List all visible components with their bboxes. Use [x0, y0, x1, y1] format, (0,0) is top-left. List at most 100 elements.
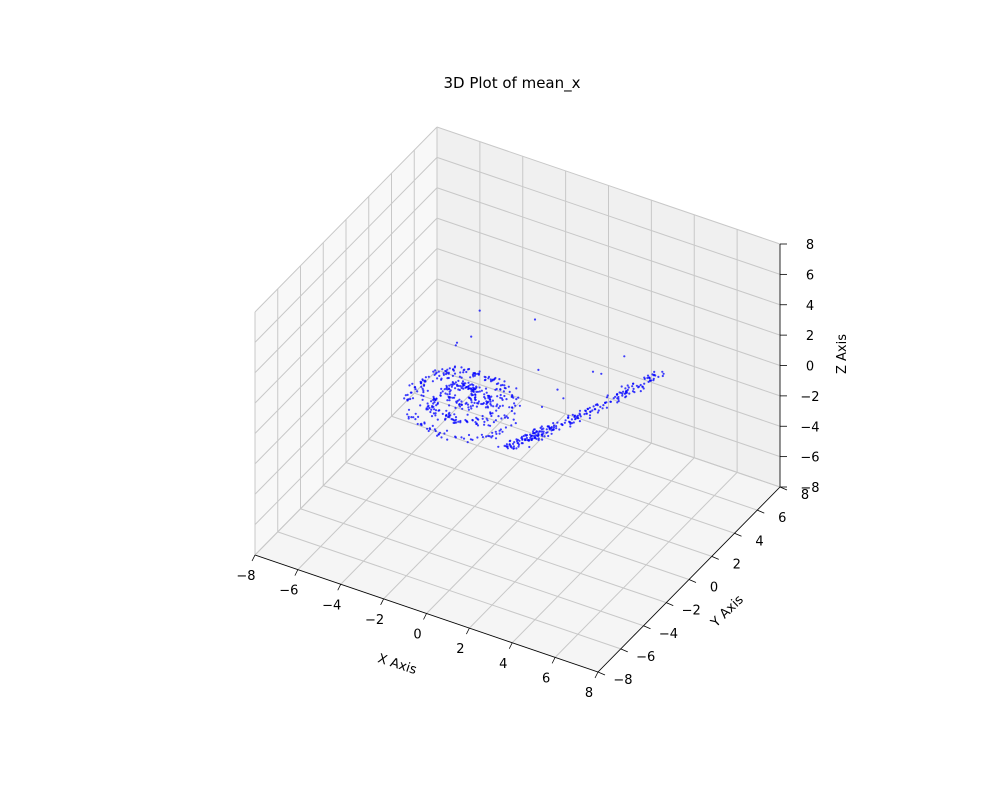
- data-point: [444, 392, 446, 394]
- data-point: [572, 414, 574, 416]
- y-tick-label: 4: [755, 534, 763, 549]
- data-point: [499, 397, 501, 399]
- data-point: [462, 371, 464, 373]
- data-point: [518, 444, 520, 446]
- data-point: [406, 413, 408, 415]
- data-point: [505, 398, 507, 400]
- data-point: [446, 369, 448, 371]
- data-point: [489, 435, 491, 437]
- data-point: [471, 439, 473, 441]
- data-point: [440, 378, 442, 380]
- data-point: [420, 386, 422, 388]
- y-tick-label: −8: [613, 673, 632, 688]
- data-point: [628, 393, 630, 395]
- data-point: [442, 390, 444, 392]
- data-point: [468, 409, 470, 411]
- data-point: [616, 393, 618, 395]
- data-point: [517, 439, 519, 441]
- data-point: [409, 398, 411, 400]
- data-point: [621, 393, 623, 395]
- data-point: [461, 404, 463, 406]
- data-point: [546, 428, 548, 430]
- data-point: [420, 394, 422, 396]
- data-point: [547, 435, 549, 437]
- data-point: [643, 383, 645, 385]
- data-point: [491, 432, 493, 434]
- data-point: [574, 418, 576, 420]
- data-point: [657, 376, 659, 378]
- data-point: [435, 409, 437, 411]
- data-point: [621, 395, 623, 397]
- data-point: [602, 407, 604, 409]
- data-point: [631, 385, 633, 387]
- data-point: [433, 412, 435, 414]
- data-point: [517, 446, 519, 448]
- data-point: [470, 399, 472, 401]
- data-point: [479, 390, 481, 392]
- data-point: [526, 437, 528, 439]
- data-point: [454, 422, 456, 424]
- data-point: [446, 399, 448, 401]
- data-point: [492, 400, 494, 402]
- data-point: [457, 380, 459, 382]
- data-point: [511, 410, 513, 412]
- data-point: [529, 434, 531, 436]
- data-point: [463, 438, 465, 440]
- data-point: [515, 447, 517, 449]
- data-point: [448, 416, 450, 418]
- data-point: [614, 396, 616, 398]
- data-point: [627, 389, 629, 391]
- x-tick-mark: [552, 657, 555, 663]
- data-point: [624, 387, 626, 389]
- data-point: [473, 373, 475, 375]
- data-point: [589, 411, 591, 413]
- data-point: [467, 382, 469, 384]
- data-point: [519, 405, 521, 407]
- x-tick-mark: [424, 614, 427, 620]
- data-point: [454, 366, 456, 368]
- data-point: [427, 406, 429, 408]
- data-point: [421, 378, 423, 380]
- data-point: [492, 405, 494, 407]
- data-point: [454, 394, 456, 396]
- data-point: [470, 390, 472, 392]
- data-point: [569, 425, 571, 427]
- data-point: [469, 384, 471, 386]
- data-point: [460, 400, 462, 402]
- data-point: [510, 424, 512, 426]
- data-point: [577, 417, 579, 419]
- data-point: [440, 395, 442, 397]
- data-point: [511, 396, 513, 398]
- data-point: [513, 445, 515, 447]
- y-tick-mark: [644, 626, 651, 629]
- data-point: [534, 436, 536, 438]
- data-point: [541, 439, 543, 441]
- data-point: [461, 408, 463, 410]
- data-point: [511, 407, 513, 409]
- data-point: [496, 403, 498, 405]
- y-tick-mark: [666, 603, 673, 606]
- data-point: [485, 400, 487, 402]
- data-point: [556, 422, 558, 424]
- y-tick-mark: [780, 487, 787, 490]
- data-point: [571, 418, 573, 420]
- data-point: [488, 376, 490, 378]
- data-point: [579, 420, 581, 422]
- data-point: [434, 399, 436, 401]
- data-point: [505, 445, 507, 447]
- x-tick-mark: [509, 643, 512, 649]
- data-point: [538, 437, 540, 439]
- data-point: [648, 376, 650, 378]
- data-point: [643, 377, 645, 379]
- x-axis-label: X Axis: [376, 651, 419, 678]
- data-point: [564, 422, 566, 424]
- x-tick-mark: [338, 584, 341, 590]
- data-point: [417, 416, 419, 418]
- data-point: [652, 379, 654, 381]
- data-point: [531, 439, 533, 441]
- data-point: [583, 413, 585, 415]
- data-point: [422, 388, 424, 390]
- data-point: [487, 406, 489, 408]
- data-point: [415, 413, 417, 415]
- data-point: [421, 424, 423, 426]
